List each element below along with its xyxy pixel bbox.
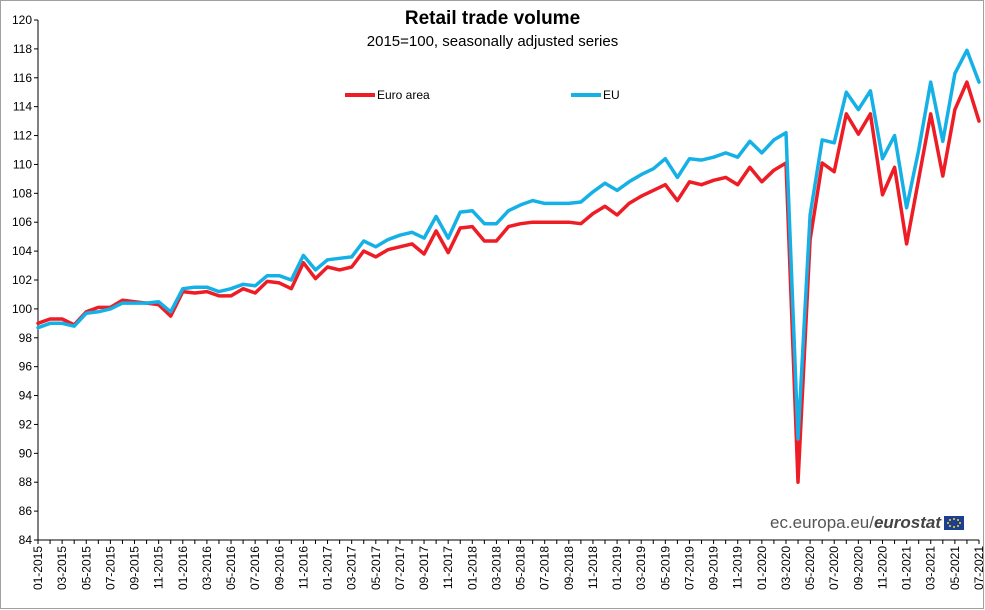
x-tick-label: 03-2021 <box>924 546 938 590</box>
x-tick-label: 03-2018 <box>489 546 503 590</box>
legend-euro-area: Euro area <box>345 88 430 102</box>
y-tick-label: 96 <box>19 360 33 374</box>
source-brand: eurostat <box>873 513 942 532</box>
y-tick-label: 94 <box>19 389 33 403</box>
y-tick-label: 114 <box>13 100 32 114</box>
y-tick-label: 116 <box>13 71 32 85</box>
series-line-eu <box>36 48 981 441</box>
x-tick-label: 01-2015 <box>31 546 45 590</box>
chart-subtitle: 2015=100, seasonally adjusted series <box>366 33 619 50</box>
eu-flag-icon <box>944 516 965 530</box>
x-tick-label: 09-2020 <box>851 546 865 590</box>
x-tick-label: 09-2017 <box>417 546 431 590</box>
x-tick-label: 09-2016 <box>272 546 286 590</box>
x-tick-label: 07-2021 <box>972 546 985 590</box>
x-tick-label: 07-2018 <box>538 546 552 590</box>
series-line-euro-area <box>36 80 981 484</box>
x-tick-label: 09-2018 <box>562 546 576 590</box>
x-tick-label: 07-2020 <box>827 546 841 590</box>
legend-swatch-euro-area <box>345 93 375 97</box>
y-tick-label: 118 <box>13 42 32 56</box>
legend-label-euro-area: Euro area <box>377 88 430 102</box>
x-tick-label: 05-2021 <box>948 546 962 590</box>
x-tick-label: 09-2015 <box>128 546 142 590</box>
source-domain: ec.europa.eu/ <box>770 513 874 532</box>
y-tick-label: 106 <box>12 215 32 229</box>
x-tick-label: 11-2020 <box>875 546 889 589</box>
x-tick-label: 01-2019 <box>610 546 624 590</box>
x-tick-label: 11-2017 <box>441 546 455 589</box>
x-tick-label: 03-2016 <box>200 546 214 590</box>
y-tick-label: 102 <box>12 273 32 287</box>
y-tick-label: 90 <box>19 446 33 460</box>
y-tick-label: 100 <box>12 302 32 316</box>
x-tick-label: 11-2019 <box>731 546 745 589</box>
y-tick-label: 110 <box>13 157 32 171</box>
y-tick-label: 86 <box>19 504 33 518</box>
x-tick-label: 07-2019 <box>682 546 696 590</box>
y-tick-label: 92 <box>19 417 33 431</box>
x-tick-label: 03-2017 <box>345 546 359 590</box>
chart-title: Retail trade volume <box>404 8 581 29</box>
x-tick-label: 07-2016 <box>248 546 262 590</box>
x-tick-label: 01-2018 <box>465 546 479 590</box>
legend-eu: EU <box>571 88 620 102</box>
x-tick-label: 05-2020 <box>803 546 817 590</box>
x-tick-label: 05-2017 <box>369 546 383 590</box>
x-tick-label: 03-2019 <box>634 546 648 590</box>
x-tick-label: 07-2017 <box>393 546 407 590</box>
x-tick-label: 11-2018 <box>586 546 600 589</box>
x-tick-label: 05-2019 <box>658 546 672 590</box>
y-tick-label: 112 <box>13 129 32 143</box>
y-tick-label: 120 <box>12 13 32 27</box>
x-tick-label: 07-2015 <box>103 546 117 590</box>
source-credit: ec.europa.eu/eurostat <box>770 513 965 533</box>
legend-swatch-eu <box>571 93 601 97</box>
x-tick-label: 03-2020 <box>779 546 793 590</box>
x-tick-label: 01-2016 <box>176 546 190 590</box>
x-tick-label: 03-2015 <box>55 546 69 590</box>
x-tick-label: 05-2015 <box>79 546 93 590</box>
x-tick-label: 01-2021 <box>900 546 914 590</box>
x-tick-label: 09-2019 <box>707 546 721 590</box>
x-tick-label: 05-2018 <box>514 546 528 590</box>
x-tick-label: 05-2016 <box>224 546 238 590</box>
x-tick-label: 01-2017 <box>321 546 335 590</box>
y-tick-label: 88 <box>19 475 33 489</box>
y-tick-label: 98 <box>19 331 33 345</box>
x-tick-label: 11-2015 <box>152 546 166 589</box>
y-tick-label: 108 <box>12 186 32 200</box>
x-tick-label: 01-2020 <box>755 546 769 590</box>
legend-label-eu: EU <box>603 88 620 102</box>
x-tick-label: 11-2016 <box>296 546 310 589</box>
y-tick-label: 104 <box>12 244 32 258</box>
y-tick-label: 84 <box>19 533 33 547</box>
